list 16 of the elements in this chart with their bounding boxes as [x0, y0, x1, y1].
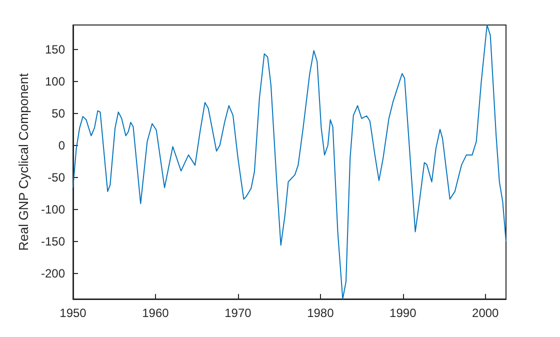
x-tick-label: 1950 — [60, 306, 87, 320]
x-tick-label: 1980 — [307, 306, 334, 320]
y-tick-label: 150 — [44, 42, 66, 56]
x-tick-label: 1970 — [224, 306, 252, 320]
x-tick-label: 1960 — [142, 306, 170, 320]
x-tick-label: 1990 — [390, 306, 417, 320]
y-tick-label: 100 — [44, 74, 66, 88]
y-tick-label: -50 — [48, 170, 66, 184]
y-tick-label: 50 — [52, 106, 66, 120]
x-tick-label: 2000 — [472, 306, 500, 320]
y-tick-label: -200 — [40, 266, 66, 280]
y-tick-label: -100 — [40, 202, 66, 216]
y-axis-title: Real GNP Cyclical Component — [16, 72, 32, 251]
y-tick-label: 0 — [58, 138, 66, 152]
line-series — [72, 24, 506, 300]
y-tick-label: -150 — [40, 234, 66, 248]
